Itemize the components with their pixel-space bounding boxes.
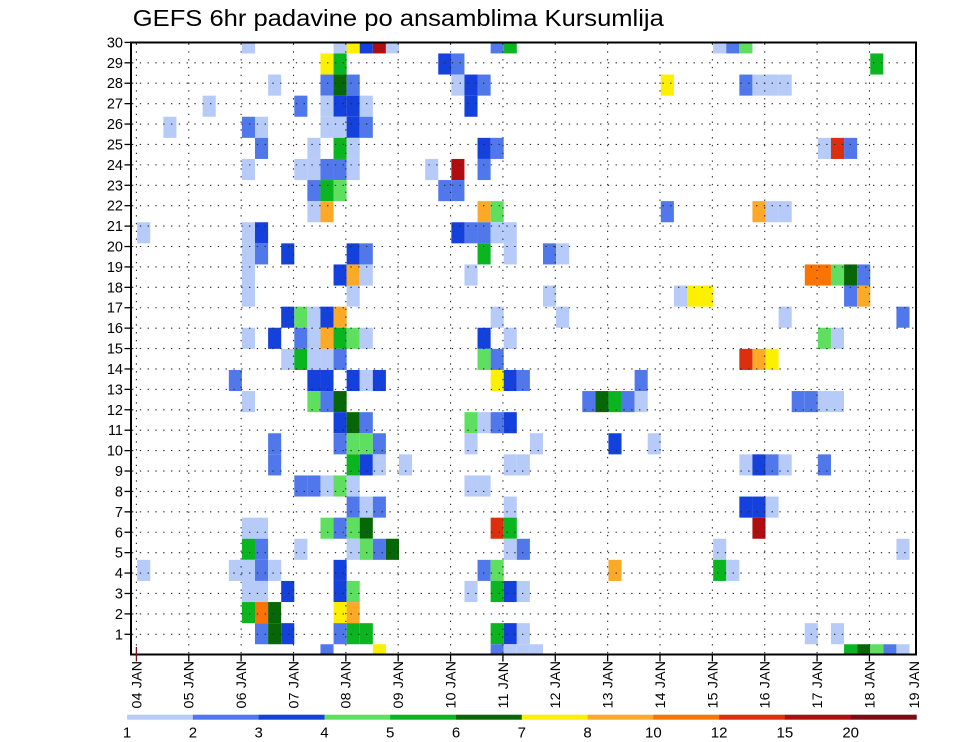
svg-text:10 JAN: 10 JAN	[443, 661, 459, 709]
svg-text:04 JAN: 04 JAN	[129, 661, 145, 709]
svg-text:08 JAN: 08 JAN	[339, 661, 355, 709]
svg-text:21: 21	[107, 219, 123, 235]
svg-text:8: 8	[115, 484, 123, 500]
svg-text:12: 12	[107, 403, 123, 419]
svg-text:15: 15	[107, 342, 123, 358]
svg-text:09 JAN: 09 JAN	[391, 661, 407, 709]
svg-text:13: 13	[107, 382, 123, 398]
svg-text:10: 10	[107, 444, 123, 460]
svg-text:9: 9	[115, 464, 123, 480]
svg-text:06 JAN: 06 JAN	[234, 661, 250, 709]
svg-text:18: 18	[107, 280, 123, 296]
svg-text:25: 25	[107, 137, 123, 153]
svg-text:GEFS 6hr padavine po ansamblim: GEFS 6hr padavine po ansamblima Kursumli…	[133, 5, 664, 31]
svg-text:14 JAN: 14 JAN	[653, 661, 669, 709]
svg-text:3: 3	[115, 586, 123, 602]
svg-text:20: 20	[842, 725, 859, 742]
svg-text:16: 16	[107, 321, 123, 337]
svg-text:4: 4	[115, 566, 123, 582]
svg-text:18 JAN: 18 JAN	[862, 661, 878, 709]
svg-text:28: 28	[107, 76, 123, 92]
svg-text:15 JAN: 15 JAN	[705, 661, 721, 709]
svg-text:22: 22	[107, 199, 123, 215]
svg-text:6: 6	[115, 525, 123, 541]
svg-text:14: 14	[107, 362, 123, 378]
svg-text:11 JAN: 11 JAN	[496, 662, 512, 709]
svg-text:5: 5	[386, 725, 394, 742]
svg-text:7: 7	[518, 725, 526, 742]
svg-text:6: 6	[452, 725, 460, 742]
svg-text:26: 26	[107, 117, 123, 133]
svg-text:11: 11	[108, 423, 123, 439]
svg-text:5: 5	[115, 546, 123, 562]
svg-text:30: 30	[107, 35, 123, 51]
svg-text:8: 8	[583, 725, 591, 742]
svg-text:3: 3	[254, 725, 262, 742]
svg-text:17: 17	[107, 301, 123, 317]
svg-text:2: 2	[189, 725, 197, 742]
svg-text:1: 1	[123, 725, 131, 742]
svg-text:1: 1	[115, 627, 123, 643]
svg-text:07 JAN: 07 JAN	[286, 661, 302, 709]
svg-text:23: 23	[107, 178, 123, 194]
svg-text:24: 24	[107, 158, 123, 174]
svg-text:17 JAN: 17 JAN	[810, 661, 826, 709]
svg-text:2: 2	[115, 607, 123, 623]
svg-text:19 JAN: 19 JAN	[907, 661, 923, 709]
svg-text:4: 4	[320, 725, 328, 742]
svg-text:05 JAN: 05 JAN	[182, 661, 198, 709]
svg-text:19: 19	[107, 260, 123, 276]
svg-text:12 JAN: 12 JAN	[548, 661, 564, 709]
svg-text:12: 12	[711, 725, 728, 742]
svg-text:7: 7	[115, 505, 123, 521]
svg-text:27: 27	[107, 97, 123, 113]
svg-text:29: 29	[107, 56, 123, 72]
svg-text:16 JAN: 16 JAN	[758, 661, 774, 709]
svg-text:15: 15	[777, 725, 794, 742]
svg-text:10: 10	[645, 725, 662, 742]
svg-text:20: 20	[107, 240, 123, 256]
svg-text:13 JAN: 13 JAN	[601, 661, 617, 709]
